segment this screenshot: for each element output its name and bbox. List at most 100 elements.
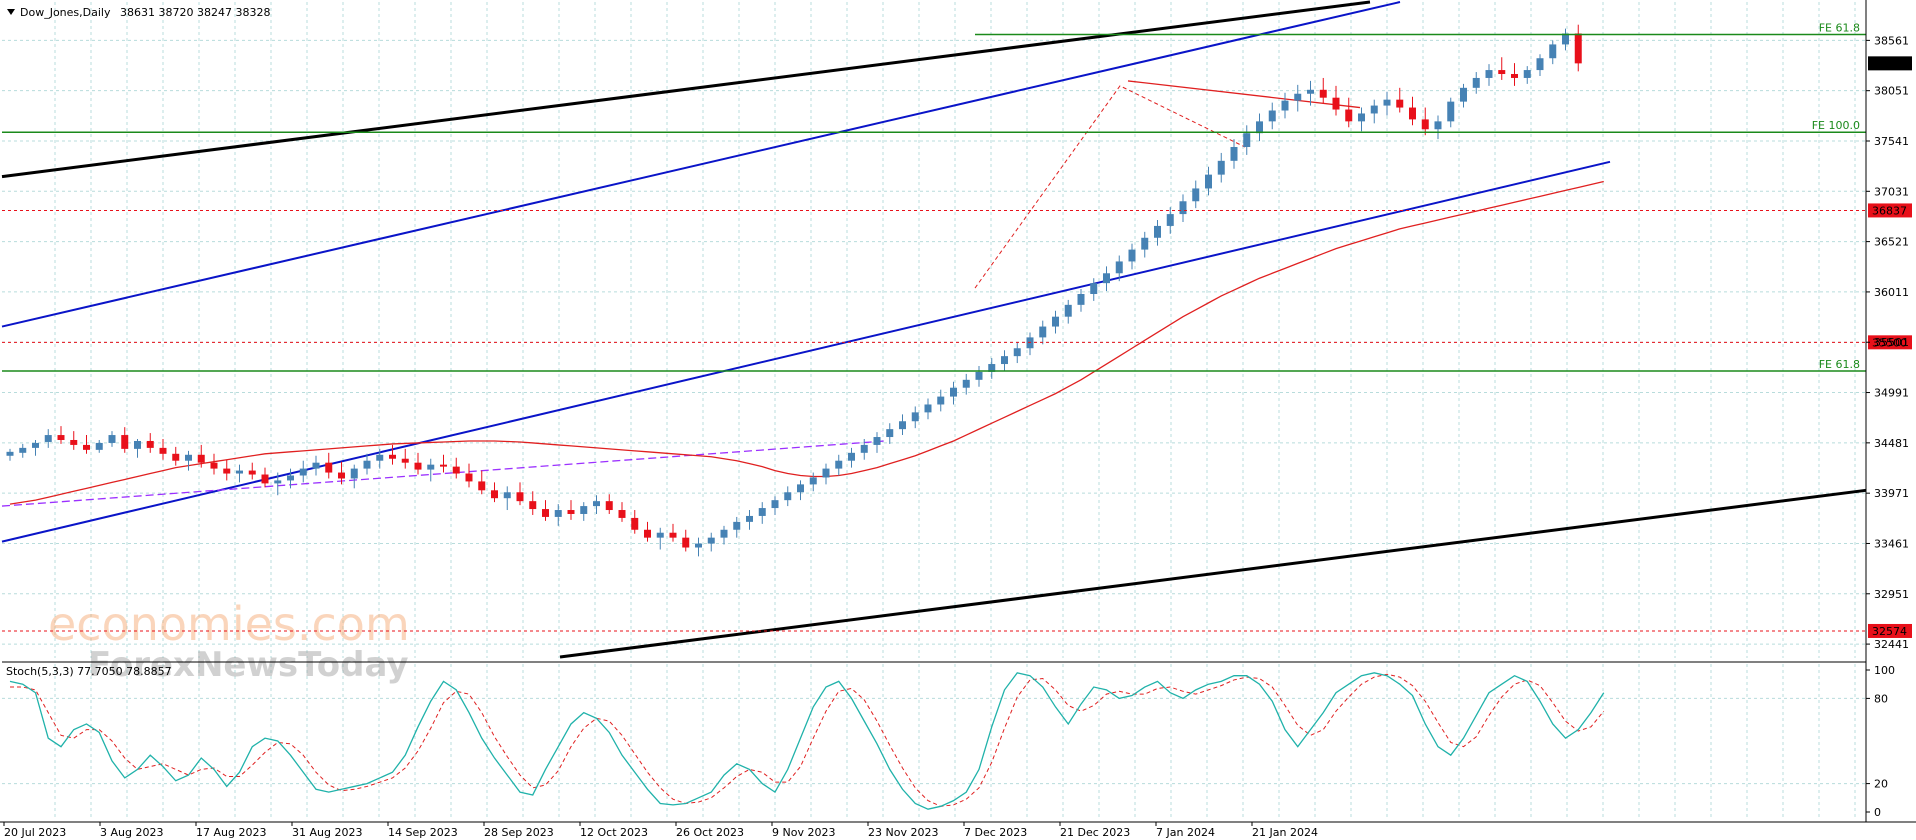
candle: [784, 486, 792, 507]
candle-body: [1409, 107, 1416, 120]
candle-body: [924, 404, 932, 413]
candle: [197, 444, 205, 468]
candle-body: [554, 510, 562, 517]
candle: [1001, 350, 1008, 371]
candle: [1562, 28, 1569, 51]
candle: [707, 532, 715, 552]
candle-body: [401, 458, 409, 463]
overlays: [1, 0, 1867, 659]
candle: [452, 457, 460, 479]
candle-body: [134, 440, 141, 449]
candle: [911, 406, 919, 429]
candle-body: [1128, 249, 1136, 262]
candle: [503, 486, 511, 511]
candle-body: [121, 435, 129, 449]
candle-body: [1192, 188, 1200, 202]
level-32574-value: 32574: [1872, 625, 1907, 638]
candle: [1574, 24, 1582, 72]
candle: [1154, 220, 1161, 246]
level-36837-value: 36837: [1872, 204, 1907, 217]
candle-body: [644, 529, 651, 538]
candle-body: [108, 435, 116, 443]
candle-body: [797, 484, 804, 493]
candle-body: [299, 468, 307, 476]
collapse-triangle-icon[interactable]: [7, 9, 15, 15]
candle-body: [1358, 113, 1365, 122]
moving-average-line: [9, 180, 1604, 505]
candle: [1421, 107, 1429, 136]
date-tick-label: 12 Oct 2023: [580, 826, 648, 839]
date-tick-label: 14 Sep 2023: [388, 826, 458, 839]
candle-body: [478, 481, 486, 491]
candle: [835, 454, 843, 476]
candle-body: [465, 473, 473, 482]
candle: [771, 496, 779, 515]
candle-body: [312, 462, 320, 469]
candle: [1179, 194, 1187, 222]
candle-body: [1319, 89, 1327, 98]
candle: [1345, 97, 1353, 128]
candle: [223, 459, 231, 481]
candle-body: [363, 460, 371, 469]
candle: [338, 461, 345, 485]
candle: [1307, 80, 1314, 106]
candle-body: [70, 439, 78, 445]
candle: [1052, 310, 1059, 334]
candle-body: [1243, 133, 1251, 148]
candle-body: [1115, 261, 1123, 274]
candle: [1090, 278, 1098, 301]
candle: [1460, 83, 1467, 108]
candle-body: [452, 466, 460, 474]
candle-body: [1574, 33, 1582, 64]
fe-61-8-low-label: FE 61.8: [1819, 358, 1860, 371]
chart-header: Dow_Jones,Daily 38631 38720 38247 38328: [7, 6, 270, 19]
zigzag-dashed: [974, 85, 1246, 289]
candle-body: [338, 472, 345, 479]
candle: [1536, 54, 1544, 76]
candle: [542, 500, 549, 521]
fe-100-label: FE 100.0: [1812, 119, 1860, 132]
stochastic-panel: [2, 661, 1866, 810]
candle-body: [95, 442, 103, 450]
candle-body: [784, 492, 792, 501]
candle-body: [57, 435, 65, 440]
candle-body: [210, 462, 218, 469]
candle-body: [720, 529, 728, 538]
candle-body: [848, 452, 855, 461]
candle: [567, 500, 575, 520]
candle-body: [503, 492, 511, 499]
candle-body: [835, 460, 843, 469]
candle-body: [185, 454, 192, 461]
candle-body: [631, 517, 639, 530]
candle-body: [1064, 304, 1072, 317]
candle-body: [1523, 70, 1531, 78]
candle-body: [746, 515, 753, 522]
price-tick-label: 38561: [1874, 34, 1909, 47]
candle-body: [83, 444, 90, 450]
candle: [873, 432, 881, 453]
candle: [1281, 92, 1289, 119]
candle-body: [1498, 70, 1506, 75]
candle-body: [682, 537, 690, 548]
candle-body: [567, 510, 575, 514]
candle-body: [172, 453, 180, 461]
candle-body: [1141, 237, 1149, 250]
candle-body: [758, 508, 766, 516]
candle: [1294, 84, 1302, 112]
date-tick-label: 7 Dec 2023: [964, 826, 1027, 839]
candle-body: [669, 532, 677, 538]
candle: [146, 433, 154, 453]
candle: [682, 529, 690, 552]
candle-body: [899, 421, 906, 430]
candle-body: [427, 464, 435, 470]
date-tick-label: 20 Jul 2023: [4, 826, 66, 839]
candle: [899, 414, 906, 436]
candle: [440, 454, 447, 473]
candle-body: [1281, 100, 1289, 111]
candle-body: [873, 437, 881, 445]
inner-channel-bottom: [1, 160, 1611, 543]
candle-body: [707, 537, 715, 544]
candle-body: [236, 470, 243, 474]
watermark: economies.com ForexNewsToday: [48, 597, 410, 685]
candle-body: [440, 464, 447, 467]
